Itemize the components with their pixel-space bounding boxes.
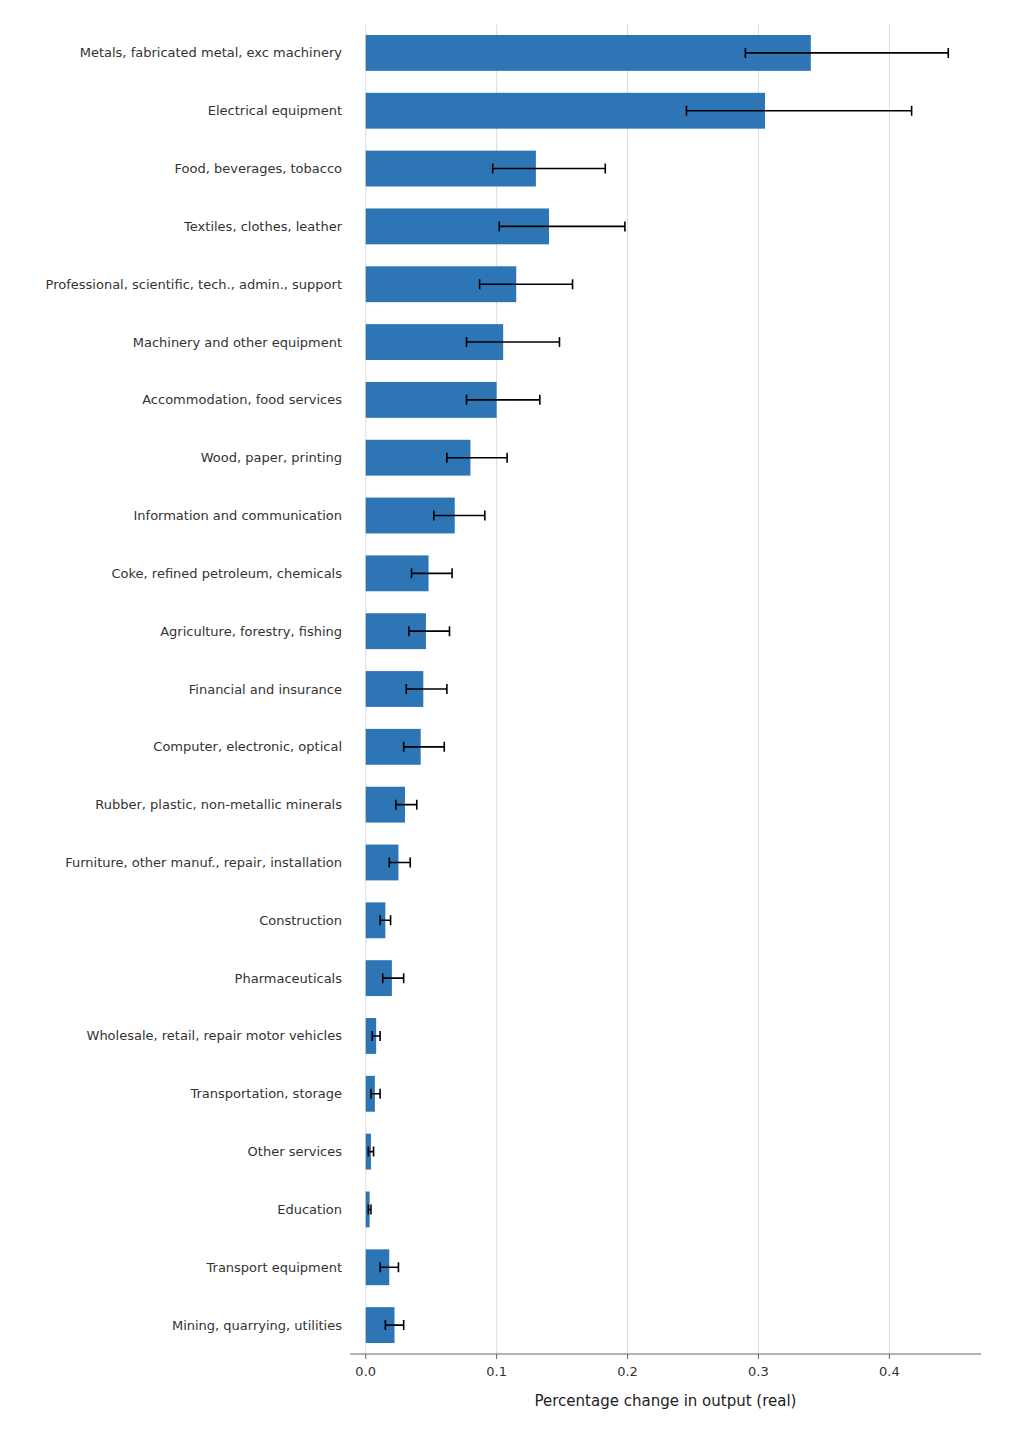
- x-tick-label: 0.2: [617, 1364, 638, 1379]
- bars: [366, 35, 811, 1343]
- error-bar: [467, 395, 540, 405]
- x-tick-label: 0.3: [748, 1364, 769, 1379]
- error-bar: [396, 800, 417, 810]
- error-bar: [406, 684, 447, 694]
- y-tick-label: Computer, electronic, optical: [153, 739, 342, 754]
- error-bar: [499, 221, 625, 231]
- error-bar: [380, 915, 390, 925]
- grid-line: [627, 24, 628, 1354]
- error-bar: [493, 164, 606, 174]
- y-tick-label: Education: [277, 1202, 342, 1217]
- grid-line: [889, 24, 890, 1354]
- error-bar: [409, 626, 450, 636]
- y-tick-label: Mining, quarrying, utilities: [172, 1318, 342, 1333]
- error-bar: [686, 106, 911, 116]
- error-bar: [380, 1262, 398, 1272]
- x-tick-label: 0.0: [355, 1364, 376, 1379]
- x-tick: [889, 1354, 890, 1359]
- y-tick-label: Construction: [259, 913, 342, 928]
- y-tick-label: Coke, refined petroleum, chemicals: [111, 566, 342, 581]
- error-bar: [371, 1089, 380, 1099]
- x-axis-label: Percentage change in output (real): [535, 1392, 797, 1410]
- error-bar: [372, 1031, 380, 1041]
- error-bar: [745, 48, 948, 58]
- y-tick-label: Pharmaceuticals: [235, 971, 343, 986]
- y-tick-label: Wood, paper, printing: [201, 450, 342, 465]
- error-bar: [480, 279, 573, 289]
- error-bar: [368, 1204, 371, 1214]
- x-tick-label: 0.4: [879, 1364, 900, 1379]
- x-tick: [758, 1354, 759, 1359]
- y-tick-label: Metals, fabricated metal, exc machinery: [80, 45, 343, 60]
- error-bar: [385, 1320, 403, 1330]
- y-axis: Metals, fabricated metal, exc machinery E…: [46, 45, 343, 1332]
- y-tick-label: Wholesale, retail, repair motor vehicles: [87, 1028, 343, 1043]
- error-bar: [467, 337, 560, 347]
- y-tick-label: Machinery and other equipment: [133, 335, 342, 350]
- chart-container: 0.0 0.1 0.2 0.3 0.4 Metals, fabricated metal,…: [0, 0, 1011, 1434]
- error-bar: [447, 453, 507, 463]
- y-tick-label: Transport equipment: [206, 1260, 342, 1275]
- x-tick-label: 0.1: [486, 1364, 507, 1379]
- y-tick-label: Agriculture, forestry, fishing: [160, 624, 342, 639]
- error-bar: [368, 1147, 373, 1157]
- error-bar: [404, 742, 445, 752]
- y-tick-label: Furniture, other manuf., repair, install…: [65, 855, 342, 870]
- error-bar: [412, 568, 453, 578]
- y-tick-label: Information and communication: [133, 508, 342, 523]
- bar: [366, 35, 811, 71]
- error-bar: [389, 857, 410, 867]
- page: {"chart_data": {"type": "bar", "orientat…: [0, 0, 1011, 1434]
- grid: [366, 24, 890, 1354]
- y-tick-label: Other services: [248, 1144, 343, 1159]
- y-tick-label: Food, beverages, tobacco: [175, 161, 343, 176]
- y-tick-label: Financial and insurance: [189, 682, 342, 697]
- y-tick-label: Textiles, clothes, leather: [183, 219, 343, 234]
- error-bar: [434, 511, 485, 521]
- y-tick-label: Professional, scientific, tech., admin.,…: [46, 277, 342, 292]
- y-tick-label: Transportation, storage: [189, 1086, 342, 1101]
- chart-svg: 0.0 0.1 0.2 0.3 0.4 Metals, fabricated metal,…: [0, 0, 1011, 1434]
- x-tick: [496, 1354, 497, 1359]
- y-tick-label: Electrical equipment: [208, 103, 342, 118]
- x-tick: [627, 1354, 628, 1359]
- x-tick: [365, 1354, 366, 1359]
- x-axis: 0.0 0.1 0.2 0.3 0.4: [350, 1354, 981, 1379]
- error-bars: [368, 48, 948, 1330]
- y-tick-label: Rubber, plastic, non-metallic minerals: [95, 797, 342, 812]
- x-axis-line: [350, 1354, 981, 1355]
- error-bar: [383, 973, 404, 983]
- grid-line: [758, 24, 759, 1354]
- y-tick-label: Accommodation, food services: [142, 392, 342, 407]
